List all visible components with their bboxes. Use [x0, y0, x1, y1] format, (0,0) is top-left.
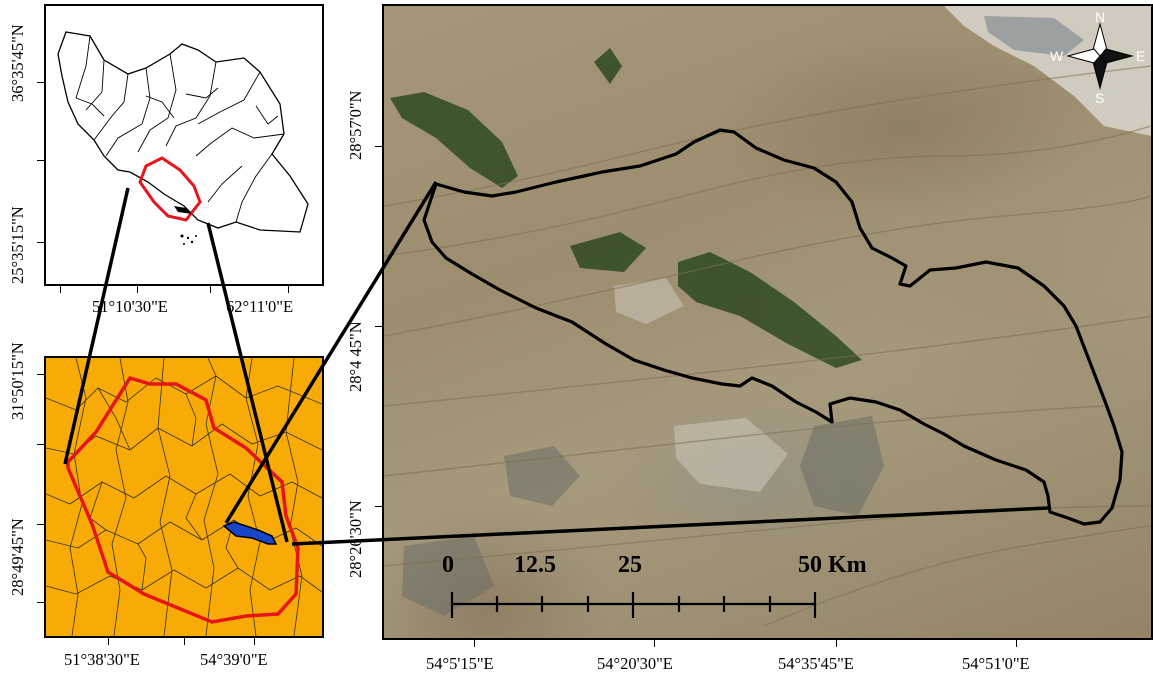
fars-counties-svg	[46, 358, 322, 636]
scale-label-50-km: 50 Km	[798, 552, 867, 578]
inset2-lat-tick-4	[37, 602, 44, 603]
scale-label-25: 25	[618, 552, 642, 578]
vegetation	[390, 48, 862, 368]
inset1-lon-tick-2	[137, 286, 138, 293]
main-lon-label-2: 54°20'30"E	[597, 654, 673, 673]
inset1-lon-tick-4	[288, 286, 289, 293]
main-lon-tick-4	[1016, 640, 1017, 647]
inset2-lat-tick-1	[37, 374, 44, 375]
inset2-lat-tick-3	[37, 524, 44, 525]
main-lat-label-1: 28°57'0"N	[346, 90, 365, 160]
inset2-lon-tick-1	[108, 638, 109, 645]
iran-outline	[57, 31, 309, 233]
inset1-lon-label-1: 51°10'30"E	[92, 297, 168, 316]
inset2-lon-label-1: 51°38'30"E	[64, 650, 140, 669]
compass-e-label: E	[1136, 48, 1146, 64]
main-lat-tick-3	[375, 506, 382, 507]
inset1-lon-tick-3	[210, 286, 211, 293]
main-lon-tick-3	[836, 640, 837, 647]
main-lat-tick-1	[375, 146, 382, 147]
fars-province-outline	[66, 375, 300, 624]
main-lat-label-2: 28°4 45"N	[346, 321, 365, 392]
fars-province-outline	[138, 156, 202, 222]
scale-label-12-5: 12.5	[514, 552, 556, 578]
inset2-lon-tick-2	[184, 638, 185, 645]
inset1-lat-tick-1	[37, 82, 44, 83]
main-lon-label-1: 54°5'15"E	[426, 654, 494, 673]
satellite-texture-svg	[384, 6, 1151, 627]
province-boundaries	[75, 35, 285, 223]
inset1-lon-tick-1	[60, 286, 61, 293]
iran-provinces-svg	[57, 31, 309, 245]
scale-label-0: 0	[442, 552, 454, 578]
main-lat-tick-2	[375, 326, 382, 327]
compass-s-label: S	[1095, 90, 1105, 106]
inset2-lat-label-1: 31°50'15"N	[8, 342, 27, 420]
light-patches	[614, 278, 788, 492]
main-lon-label-4: 54°51'0"E	[962, 654, 1030, 673]
main-lon-tick-2	[654, 640, 655, 647]
iran-overview-map	[44, 4, 324, 286]
north-arrow-compass	[1066, 22, 1134, 90]
inset2-lon-label-2: 54°39'0"E	[200, 650, 268, 669]
inset1-lat-label-1: 36°35'45"N	[8, 24, 27, 102]
study-area-marker	[174, 206, 192, 214]
main-lat-label-3: 28°26'30"N	[346, 500, 365, 578]
inset2-lat-tick-2	[37, 444, 44, 445]
inset1-lon-label-2: 62°11'0"E	[226, 297, 294, 316]
study-basin	[222, 521, 278, 545]
main-lon-tick-1	[474, 640, 475, 647]
inset2-lon-tick-3	[254, 638, 255, 645]
inset1-lat-label-2: 25°35'15"N	[8, 206, 27, 284]
compass-w-label: W	[1050, 48, 1064, 64]
ridges	[384, 65, 1151, 627]
satellite-image-map: 0 12.5 25 50 Km N S E W	[382, 4, 1153, 640]
study-basin-boundary	[422, 128, 1124, 526]
inset2-lat-label-2: 28°49'45"N	[8, 518, 27, 596]
scale-bar	[450, 592, 817, 618]
inset1-lat-tick-3	[37, 242, 44, 243]
main-lon-label-3: 54°35'45"E	[778, 654, 854, 673]
compass-n-label: N	[1095, 9, 1106, 25]
islands	[180, 234, 197, 245]
inset1-lat-tick-2	[37, 160, 44, 161]
